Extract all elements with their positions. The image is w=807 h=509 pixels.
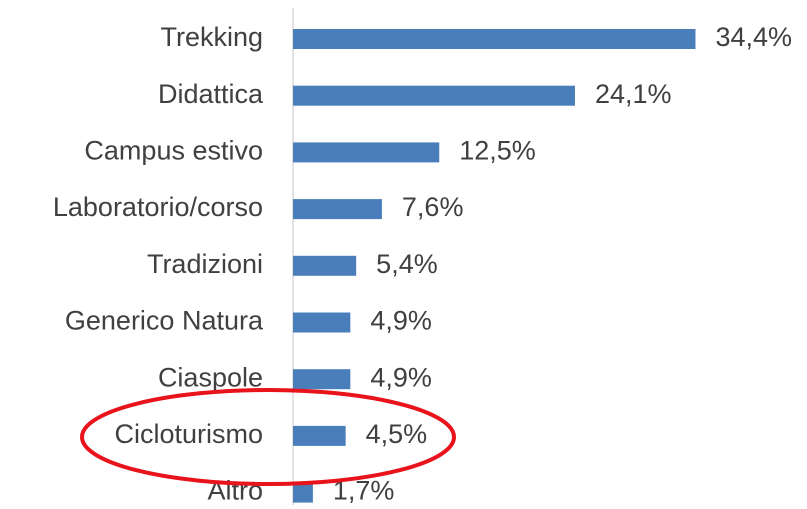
bar	[293, 29, 696, 49]
value-label: 4,9%	[370, 306, 432, 336]
category-label: Laboratorio/corso	[53, 192, 263, 222]
category-label: Didattica	[158, 79, 264, 109]
bar	[293, 255, 357, 276]
category-label: Campus estivo	[84, 136, 263, 166]
bar	[293, 199, 382, 220]
category-label: Tradizioni	[147, 249, 263, 279]
value-label: 12,5%	[459, 136, 536, 166]
bar	[293, 369, 351, 390]
value-label: 4,9%	[370, 362, 432, 392]
plot-area: Trekking 34,4% Didattica 24,1% Campus estivo…	[53, 22, 792, 506]
category-label: Cicloturismo	[114, 419, 263, 449]
category-label: Generico Natura	[65, 306, 264, 336]
value-label: 5,4%	[376, 249, 438, 279]
value-label: 7,6%	[402, 192, 464, 222]
highlight-ellipse	[80, 388, 456, 486]
bar	[293, 482, 313, 503]
bar	[293, 142, 440, 163]
bar	[293, 425, 346, 446]
category-label: Trekking	[160, 22, 263, 52]
category-label: Altro	[207, 476, 263, 506]
bar	[293, 85, 575, 106]
value-label: 34,4%	[715, 22, 792, 52]
bar	[293, 312, 351, 333]
value-label: 24,1%	[595, 79, 672, 109]
category-label: Ciaspole	[158, 362, 263, 392]
value-label: 4,5%	[366, 419, 428, 449]
